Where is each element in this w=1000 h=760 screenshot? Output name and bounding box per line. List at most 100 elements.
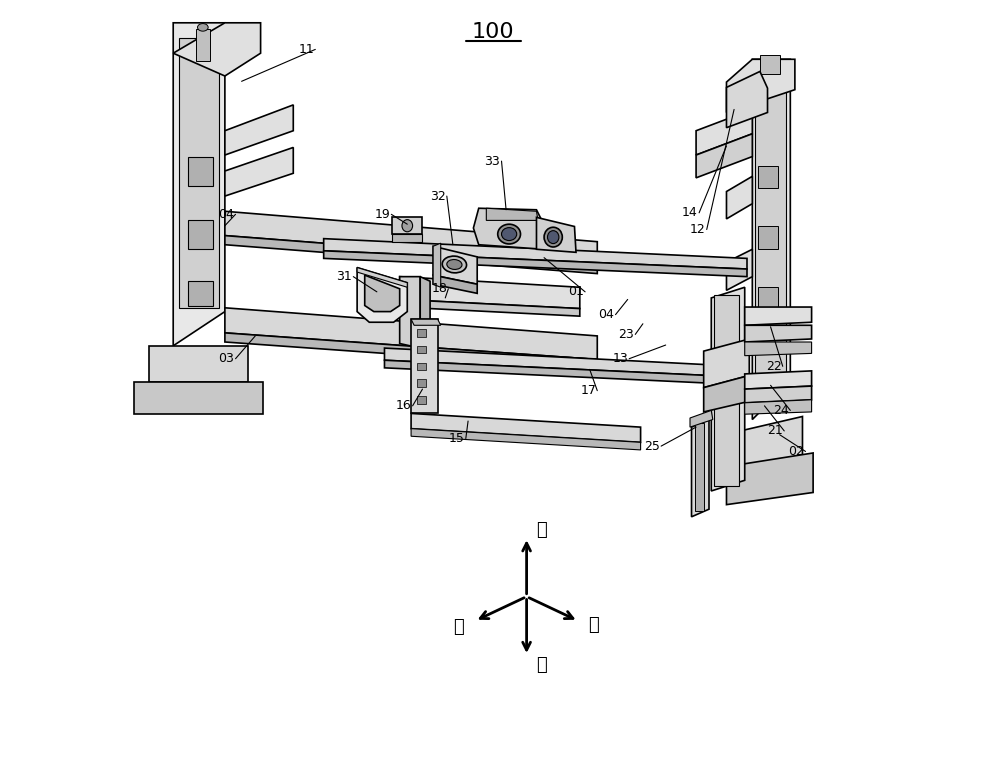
Polygon shape xyxy=(536,217,576,252)
Ellipse shape xyxy=(502,228,517,241)
Polygon shape xyxy=(324,239,747,269)
Polygon shape xyxy=(173,23,261,76)
Polygon shape xyxy=(324,251,747,277)
Ellipse shape xyxy=(402,220,413,232)
Polygon shape xyxy=(411,319,441,325)
Polygon shape xyxy=(745,307,812,325)
Text: 31: 31 xyxy=(336,270,352,283)
Bar xyxy=(188,157,213,186)
Bar xyxy=(755,72,786,380)
Text: 13: 13 xyxy=(612,352,628,366)
Text: 15: 15 xyxy=(449,432,465,445)
Polygon shape xyxy=(384,348,739,377)
Polygon shape xyxy=(365,275,400,312)
Text: 下: 下 xyxy=(536,656,547,674)
Text: 33: 33 xyxy=(485,154,500,168)
Polygon shape xyxy=(711,287,745,491)
Polygon shape xyxy=(392,234,422,242)
Ellipse shape xyxy=(498,224,521,244)
Bar xyxy=(417,329,426,337)
Polygon shape xyxy=(745,371,812,389)
Polygon shape xyxy=(726,249,752,290)
Ellipse shape xyxy=(544,227,562,247)
Bar xyxy=(758,166,778,188)
Polygon shape xyxy=(745,325,812,342)
Text: 25: 25 xyxy=(644,439,660,453)
Text: 17: 17 xyxy=(580,384,596,397)
Bar xyxy=(758,287,778,310)
Text: 左: 左 xyxy=(588,616,599,635)
Text: 100: 100 xyxy=(471,22,514,42)
Bar xyxy=(188,281,213,306)
Polygon shape xyxy=(726,59,795,112)
Bar xyxy=(714,295,739,486)
Polygon shape xyxy=(411,429,641,450)
Text: 14: 14 xyxy=(682,206,698,220)
Polygon shape xyxy=(400,277,420,348)
Polygon shape xyxy=(411,413,641,442)
Polygon shape xyxy=(745,400,812,414)
Polygon shape xyxy=(704,375,749,412)
Text: 01: 01 xyxy=(568,285,584,299)
Ellipse shape xyxy=(198,24,208,31)
Text: 24: 24 xyxy=(773,404,789,417)
Text: 上: 上 xyxy=(536,521,547,539)
Text: 23: 23 xyxy=(618,328,634,341)
Text: 18: 18 xyxy=(431,282,447,296)
Polygon shape xyxy=(357,268,407,322)
Polygon shape xyxy=(196,29,210,61)
Polygon shape xyxy=(692,420,709,517)
Polygon shape xyxy=(149,346,248,382)
Polygon shape xyxy=(726,453,813,505)
Polygon shape xyxy=(486,208,538,220)
Polygon shape xyxy=(737,416,802,470)
Ellipse shape xyxy=(442,256,467,273)
Polygon shape xyxy=(433,243,441,287)
Bar xyxy=(758,226,778,249)
Polygon shape xyxy=(400,277,580,309)
Polygon shape xyxy=(745,386,812,403)
Text: 04: 04 xyxy=(598,308,614,321)
Polygon shape xyxy=(173,23,225,346)
Polygon shape xyxy=(420,277,430,351)
Polygon shape xyxy=(752,59,790,420)
Polygon shape xyxy=(225,211,597,264)
Polygon shape xyxy=(433,246,477,284)
Bar xyxy=(417,363,426,370)
Ellipse shape xyxy=(447,259,462,270)
Text: 04: 04 xyxy=(218,207,234,221)
Polygon shape xyxy=(225,105,293,155)
Polygon shape xyxy=(225,147,293,196)
Polygon shape xyxy=(690,410,713,427)
Bar xyxy=(417,346,426,353)
Polygon shape xyxy=(433,275,477,293)
Bar xyxy=(760,55,780,74)
Text: 12: 12 xyxy=(690,223,705,236)
Polygon shape xyxy=(392,217,422,234)
Polygon shape xyxy=(400,299,580,316)
Polygon shape xyxy=(384,360,739,385)
Bar xyxy=(695,423,704,511)
Polygon shape xyxy=(696,109,752,155)
Polygon shape xyxy=(357,268,407,287)
Text: 16: 16 xyxy=(396,399,411,413)
Text: 03: 03 xyxy=(218,352,234,366)
Text: 21: 21 xyxy=(767,424,783,438)
Bar xyxy=(188,220,213,249)
Polygon shape xyxy=(726,71,768,128)
Text: 右: 右 xyxy=(453,618,464,636)
Polygon shape xyxy=(225,308,597,359)
Polygon shape xyxy=(473,208,544,249)
Polygon shape xyxy=(745,342,812,356)
Polygon shape xyxy=(225,236,597,274)
Bar xyxy=(417,379,426,387)
Polygon shape xyxy=(411,319,438,413)
Text: 02: 02 xyxy=(788,445,804,458)
Ellipse shape xyxy=(548,231,559,244)
Bar xyxy=(179,38,219,308)
Polygon shape xyxy=(134,382,263,414)
Text: 19: 19 xyxy=(374,207,390,221)
Text: 11: 11 xyxy=(298,43,314,56)
Polygon shape xyxy=(726,176,752,219)
Bar xyxy=(417,396,426,404)
